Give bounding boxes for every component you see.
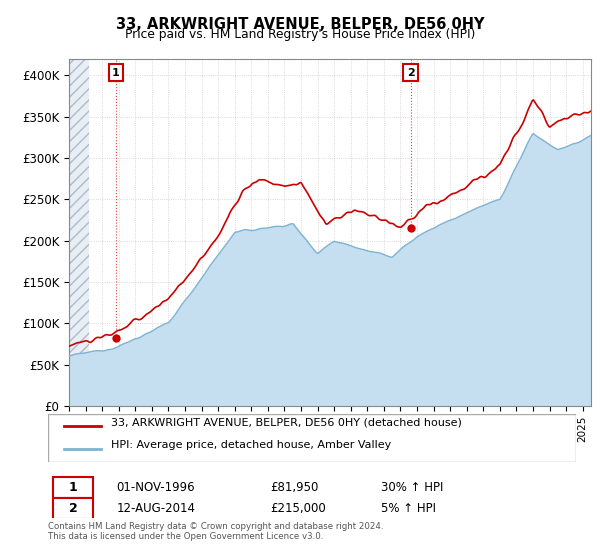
Bar [53,498,93,519]
Text: 1: 1 [69,480,77,494]
Text: 33, ARKWRIGHT AVENUE, BELPER, DE56 0HY (detached house): 33, ARKWRIGHT AVENUE, BELPER, DE56 0HY (… [112,417,462,427]
Text: 33, ARKWRIGHT AVENUE, BELPER, DE56 0HY: 33, ARKWRIGHT AVENUE, BELPER, DE56 0HY [116,17,484,32]
Text: £215,000: £215,000 [270,502,326,515]
Text: £81,950: £81,950 [270,480,318,494]
Text: Price paid vs. HM Land Registry's House Price Index (HPI): Price paid vs. HM Land Registry's House … [125,28,475,41]
Bar [53,477,93,498]
Text: 01-NOV-1996: 01-NOV-1996 [116,480,195,494]
Text: Contains HM Land Registry data © Crown copyright and database right 2024.
This d: Contains HM Land Registry data © Crown c… [48,522,383,542]
Text: 5% ↑ HPI: 5% ↑ HPI [380,502,436,515]
Text: HPI: Average price, detached house, Amber Valley: HPI: Average price, detached house, Ambe… [112,440,392,450]
Text: 2: 2 [69,502,77,515]
Text: 30% ↑ HPI: 30% ↑ HPI [380,480,443,494]
Text: 2: 2 [407,68,415,78]
Text: 12-AUG-2014: 12-AUG-2014 [116,502,196,515]
Text: 1: 1 [112,68,120,78]
